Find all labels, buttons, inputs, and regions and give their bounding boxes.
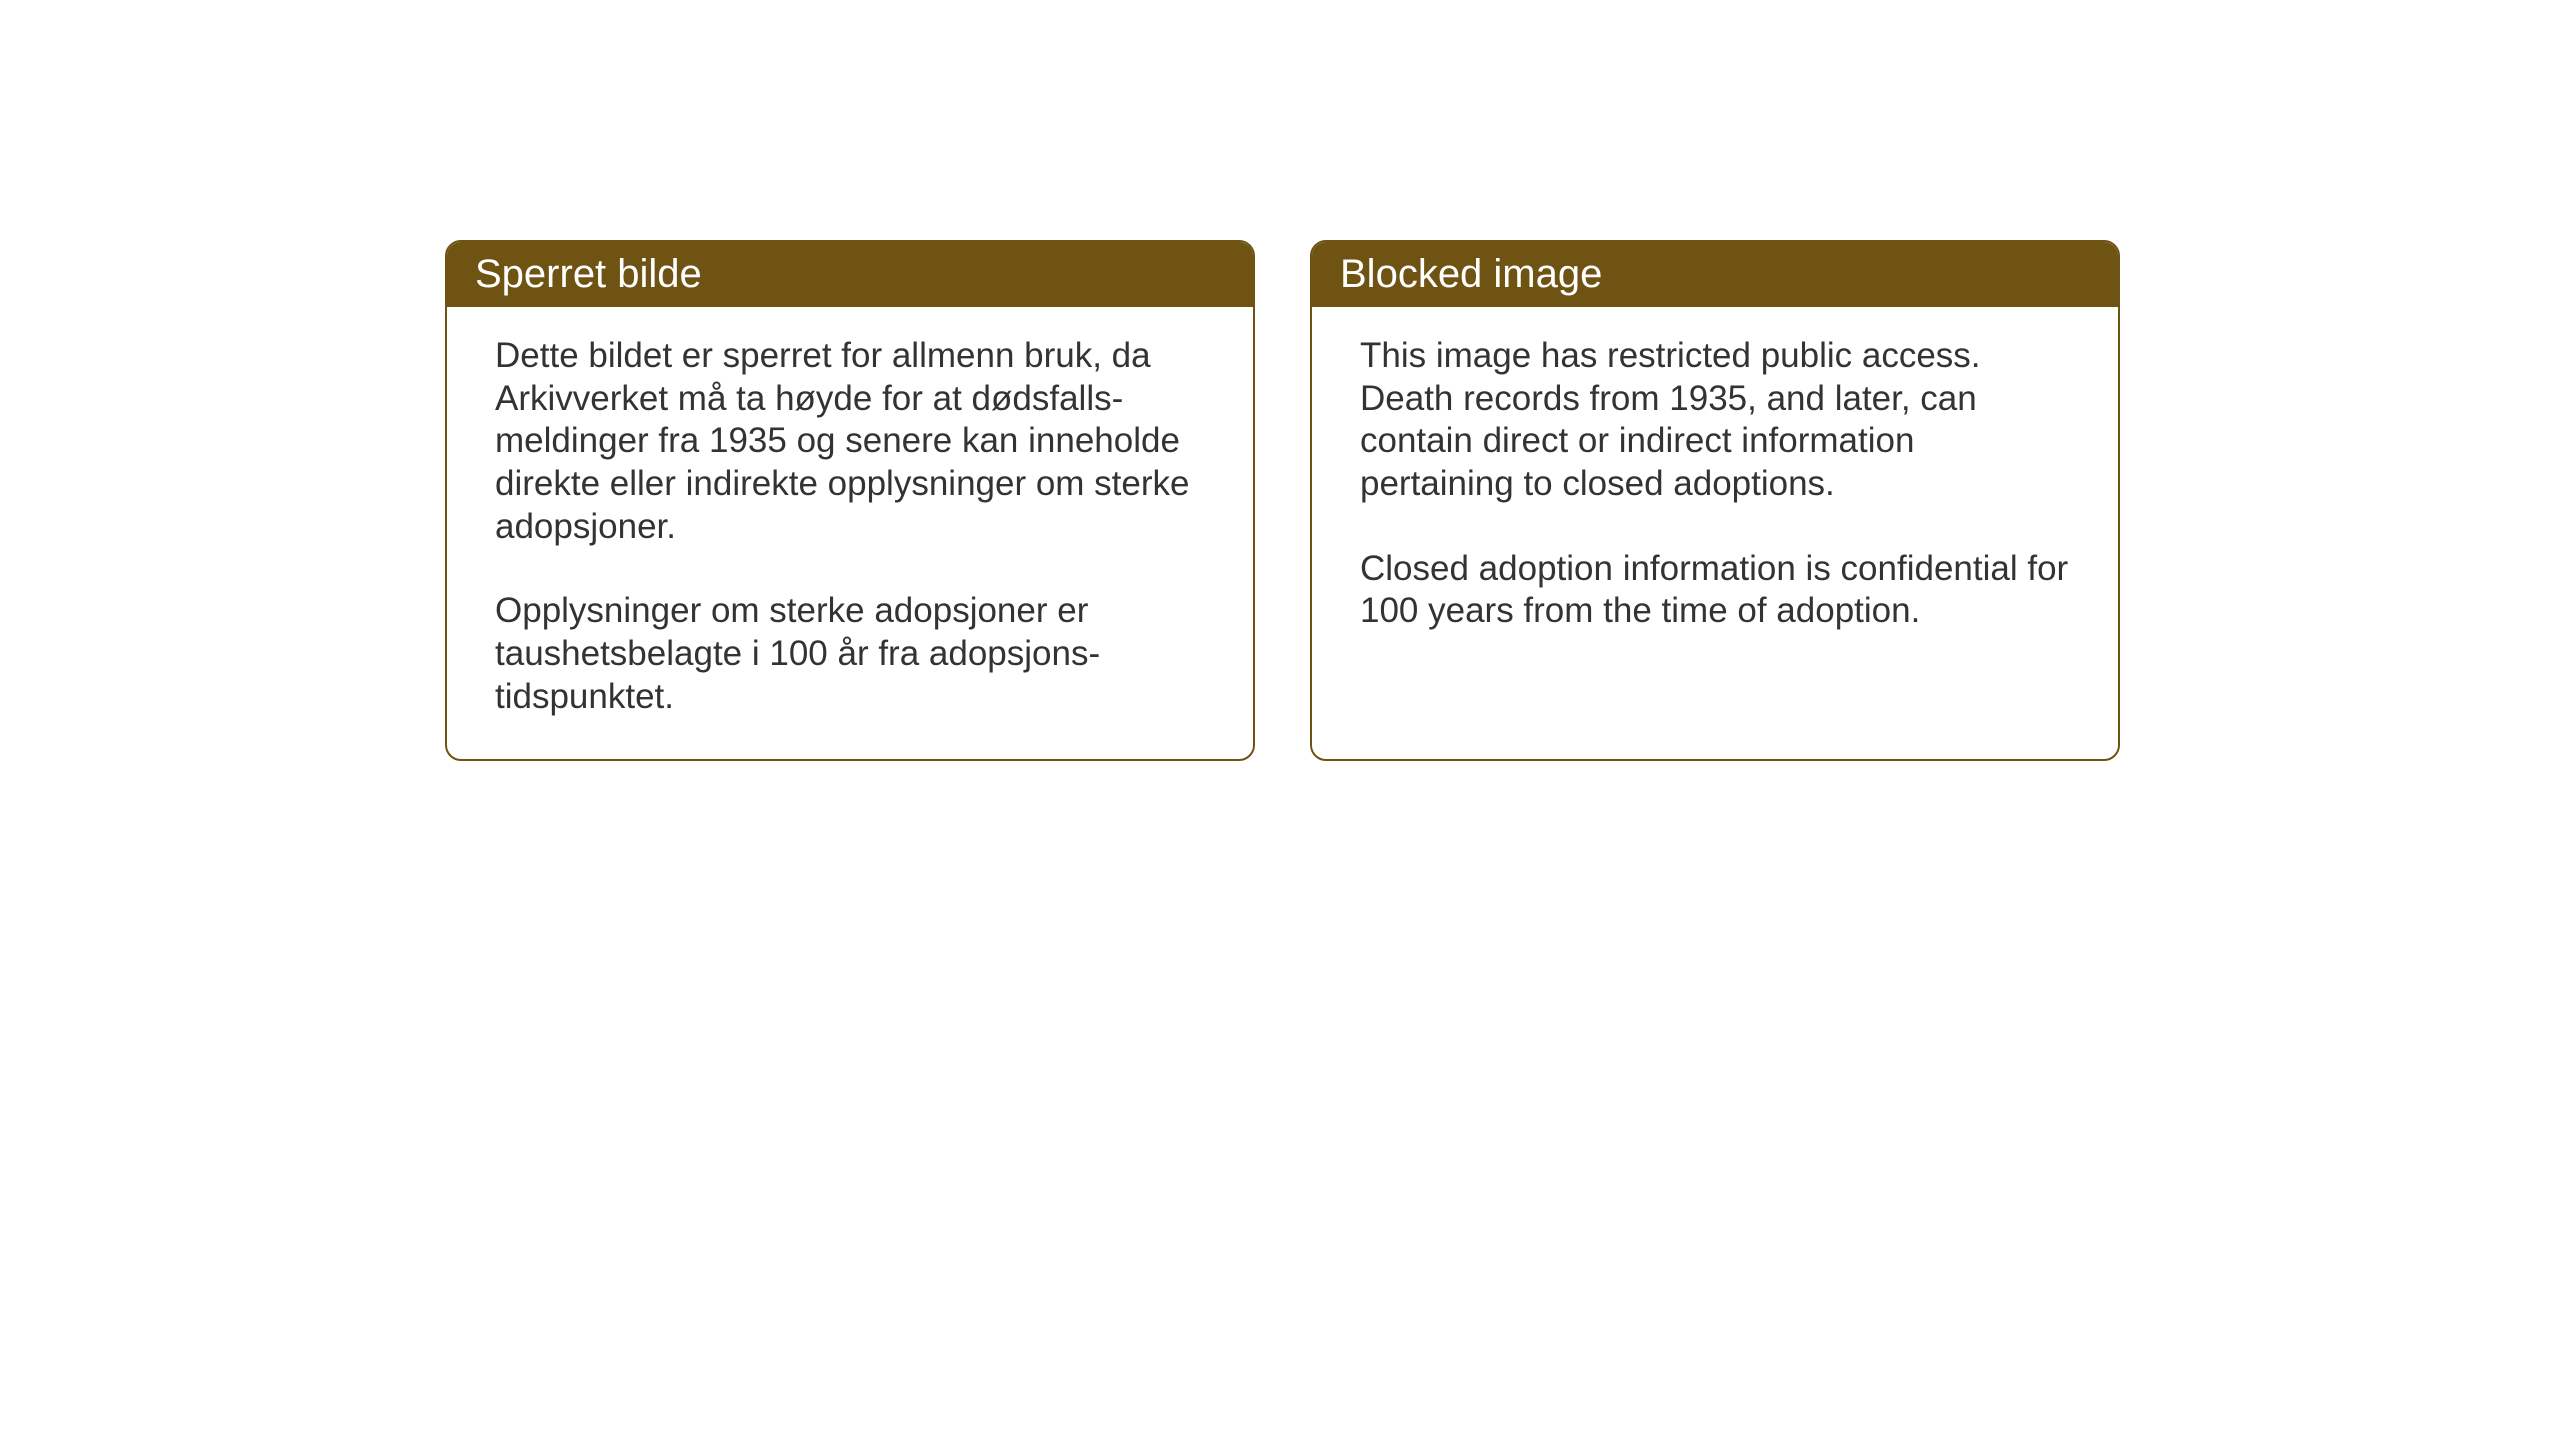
card-body-norwegian: Dette bildet er sperret for allmenn bruk… <box>447 307 1253 759</box>
card-paragraph-1: This image has restricted public access.… <box>1360 335 2070 506</box>
card-header-english: Blocked image <box>1312 242 2118 307</box>
card-title: Sperret bilde <box>475 252 702 296</box>
card-title: Blocked image <box>1340 252 1602 296</box>
card-paragraph-1: Dette bildet er sperret for allmenn bruk… <box>495 335 1205 548</box>
notice-container: Sperret bilde Dette bildet er sperret fo… <box>445 240 2120 761</box>
card-header-norwegian: Sperret bilde <box>447 242 1253 307</box>
card-paragraph-2: Opplysninger om sterke adopsjoner er tau… <box>495 590 1205 718</box>
card-paragraph-2: Closed adoption information is confident… <box>1360 548 2070 633</box>
notice-card-english: Blocked image This image has restricted … <box>1310 240 2120 761</box>
card-body-english: This image has restricted public access.… <box>1312 307 2118 673</box>
notice-card-norwegian: Sperret bilde Dette bildet er sperret fo… <box>445 240 1255 761</box>
